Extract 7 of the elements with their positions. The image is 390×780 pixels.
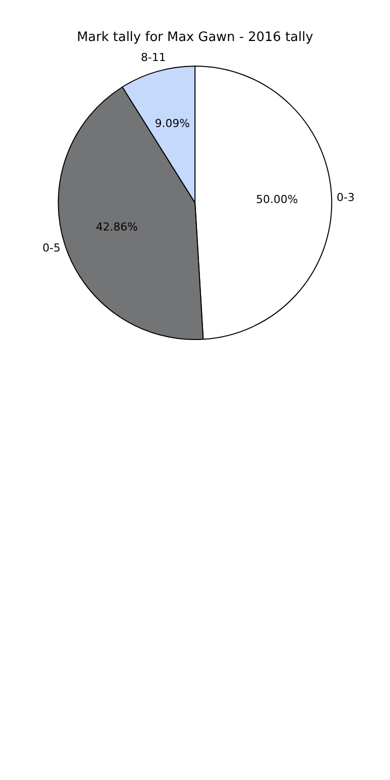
chart-title: Mark tally for Max Gawn - 2016 tally [76,30,314,46]
slice-label: 8-11 [140,50,166,64]
slice-label: 0-5 [42,242,60,255]
data-label: 9.09% [154,116,190,130]
slice-label: 0-3 [336,191,355,204]
data-label: 42.86% [96,220,138,234]
data-label: 50.00% [256,193,298,206]
